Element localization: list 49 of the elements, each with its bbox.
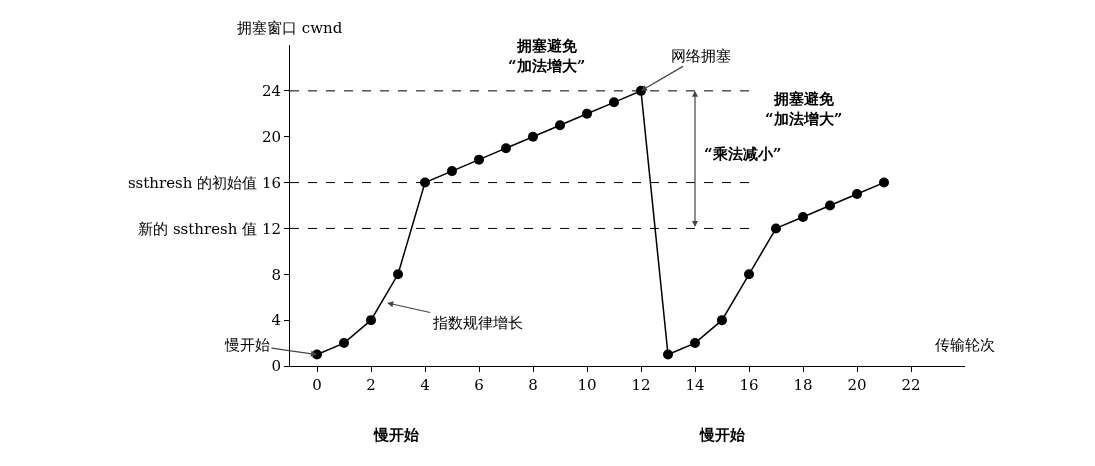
x-tick-label: 4 bbox=[420, 376, 430, 394]
point bbox=[393, 269, 403, 280]
point bbox=[609, 97, 619, 108]
point bbox=[717, 315, 727, 326]
point bbox=[339, 338, 349, 349]
x-axis-title: 传输轮次 bbox=[935, 336, 995, 354]
y-tick-label: 20 bbox=[261, 127, 281, 146]
x-tick-label: 10 bbox=[577, 376, 597, 394]
point bbox=[447, 166, 457, 177]
annotation: 慢开始 bbox=[224, 336, 270, 354]
point bbox=[879, 177, 889, 188]
point bbox=[501, 143, 511, 154]
point bbox=[528, 131, 538, 142]
point bbox=[744, 269, 754, 280]
annotation: 网络拥塞 bbox=[671, 47, 731, 65]
point bbox=[798, 211, 808, 222]
x-tick-label: 6 bbox=[474, 376, 484, 394]
point bbox=[366, 315, 376, 326]
x-tick-label: 22 bbox=[901, 376, 921, 394]
point bbox=[852, 189, 862, 200]
x-tick-label: 8 bbox=[528, 376, 538, 394]
y-tick-label: 0 bbox=[271, 357, 281, 376]
annotation: 指数规律增长 bbox=[432, 314, 523, 332]
y-tick-label: 24 bbox=[261, 82, 281, 101]
x-tick-label: 12 bbox=[631, 376, 651, 394]
annotation: 拥塞避免 “加法增大” bbox=[765, 90, 843, 128]
x-tick-label: 14 bbox=[685, 376, 705, 394]
text: 慢开始 bbox=[699, 426, 746, 444]
point bbox=[663, 349, 673, 360]
x-tick-label: 16 bbox=[739, 376, 759, 394]
point bbox=[825, 200, 835, 211]
y-tick-label: 8 bbox=[271, 265, 281, 284]
x-tick-label: 18 bbox=[793, 376, 813, 394]
y-axis-title: 拥塞窗口 cwnd bbox=[237, 19, 343, 37]
point bbox=[582, 108, 592, 119]
x-tick-label: 0 bbox=[312, 376, 322, 394]
y-tick-label: 新的 ssthresh 值 12 bbox=[138, 219, 281, 238]
point bbox=[420, 177, 430, 188]
point bbox=[690, 338, 700, 349]
text: 慢开始 bbox=[373, 426, 420, 444]
annotation: 拥塞避免 “加法增大” bbox=[508, 37, 586, 75]
point bbox=[474, 154, 484, 165]
y-tick-label: 4 bbox=[271, 311, 281, 330]
point bbox=[771, 223, 781, 234]
x-tick-label: 20 bbox=[847, 376, 867, 394]
y-tick-label: ssthresh 的初始值 16 bbox=[127, 173, 281, 192]
annotation: “乘法减小” bbox=[704, 145, 782, 163]
x-tick-label: 2 bbox=[366, 376, 376, 394]
point bbox=[555, 120, 565, 131]
